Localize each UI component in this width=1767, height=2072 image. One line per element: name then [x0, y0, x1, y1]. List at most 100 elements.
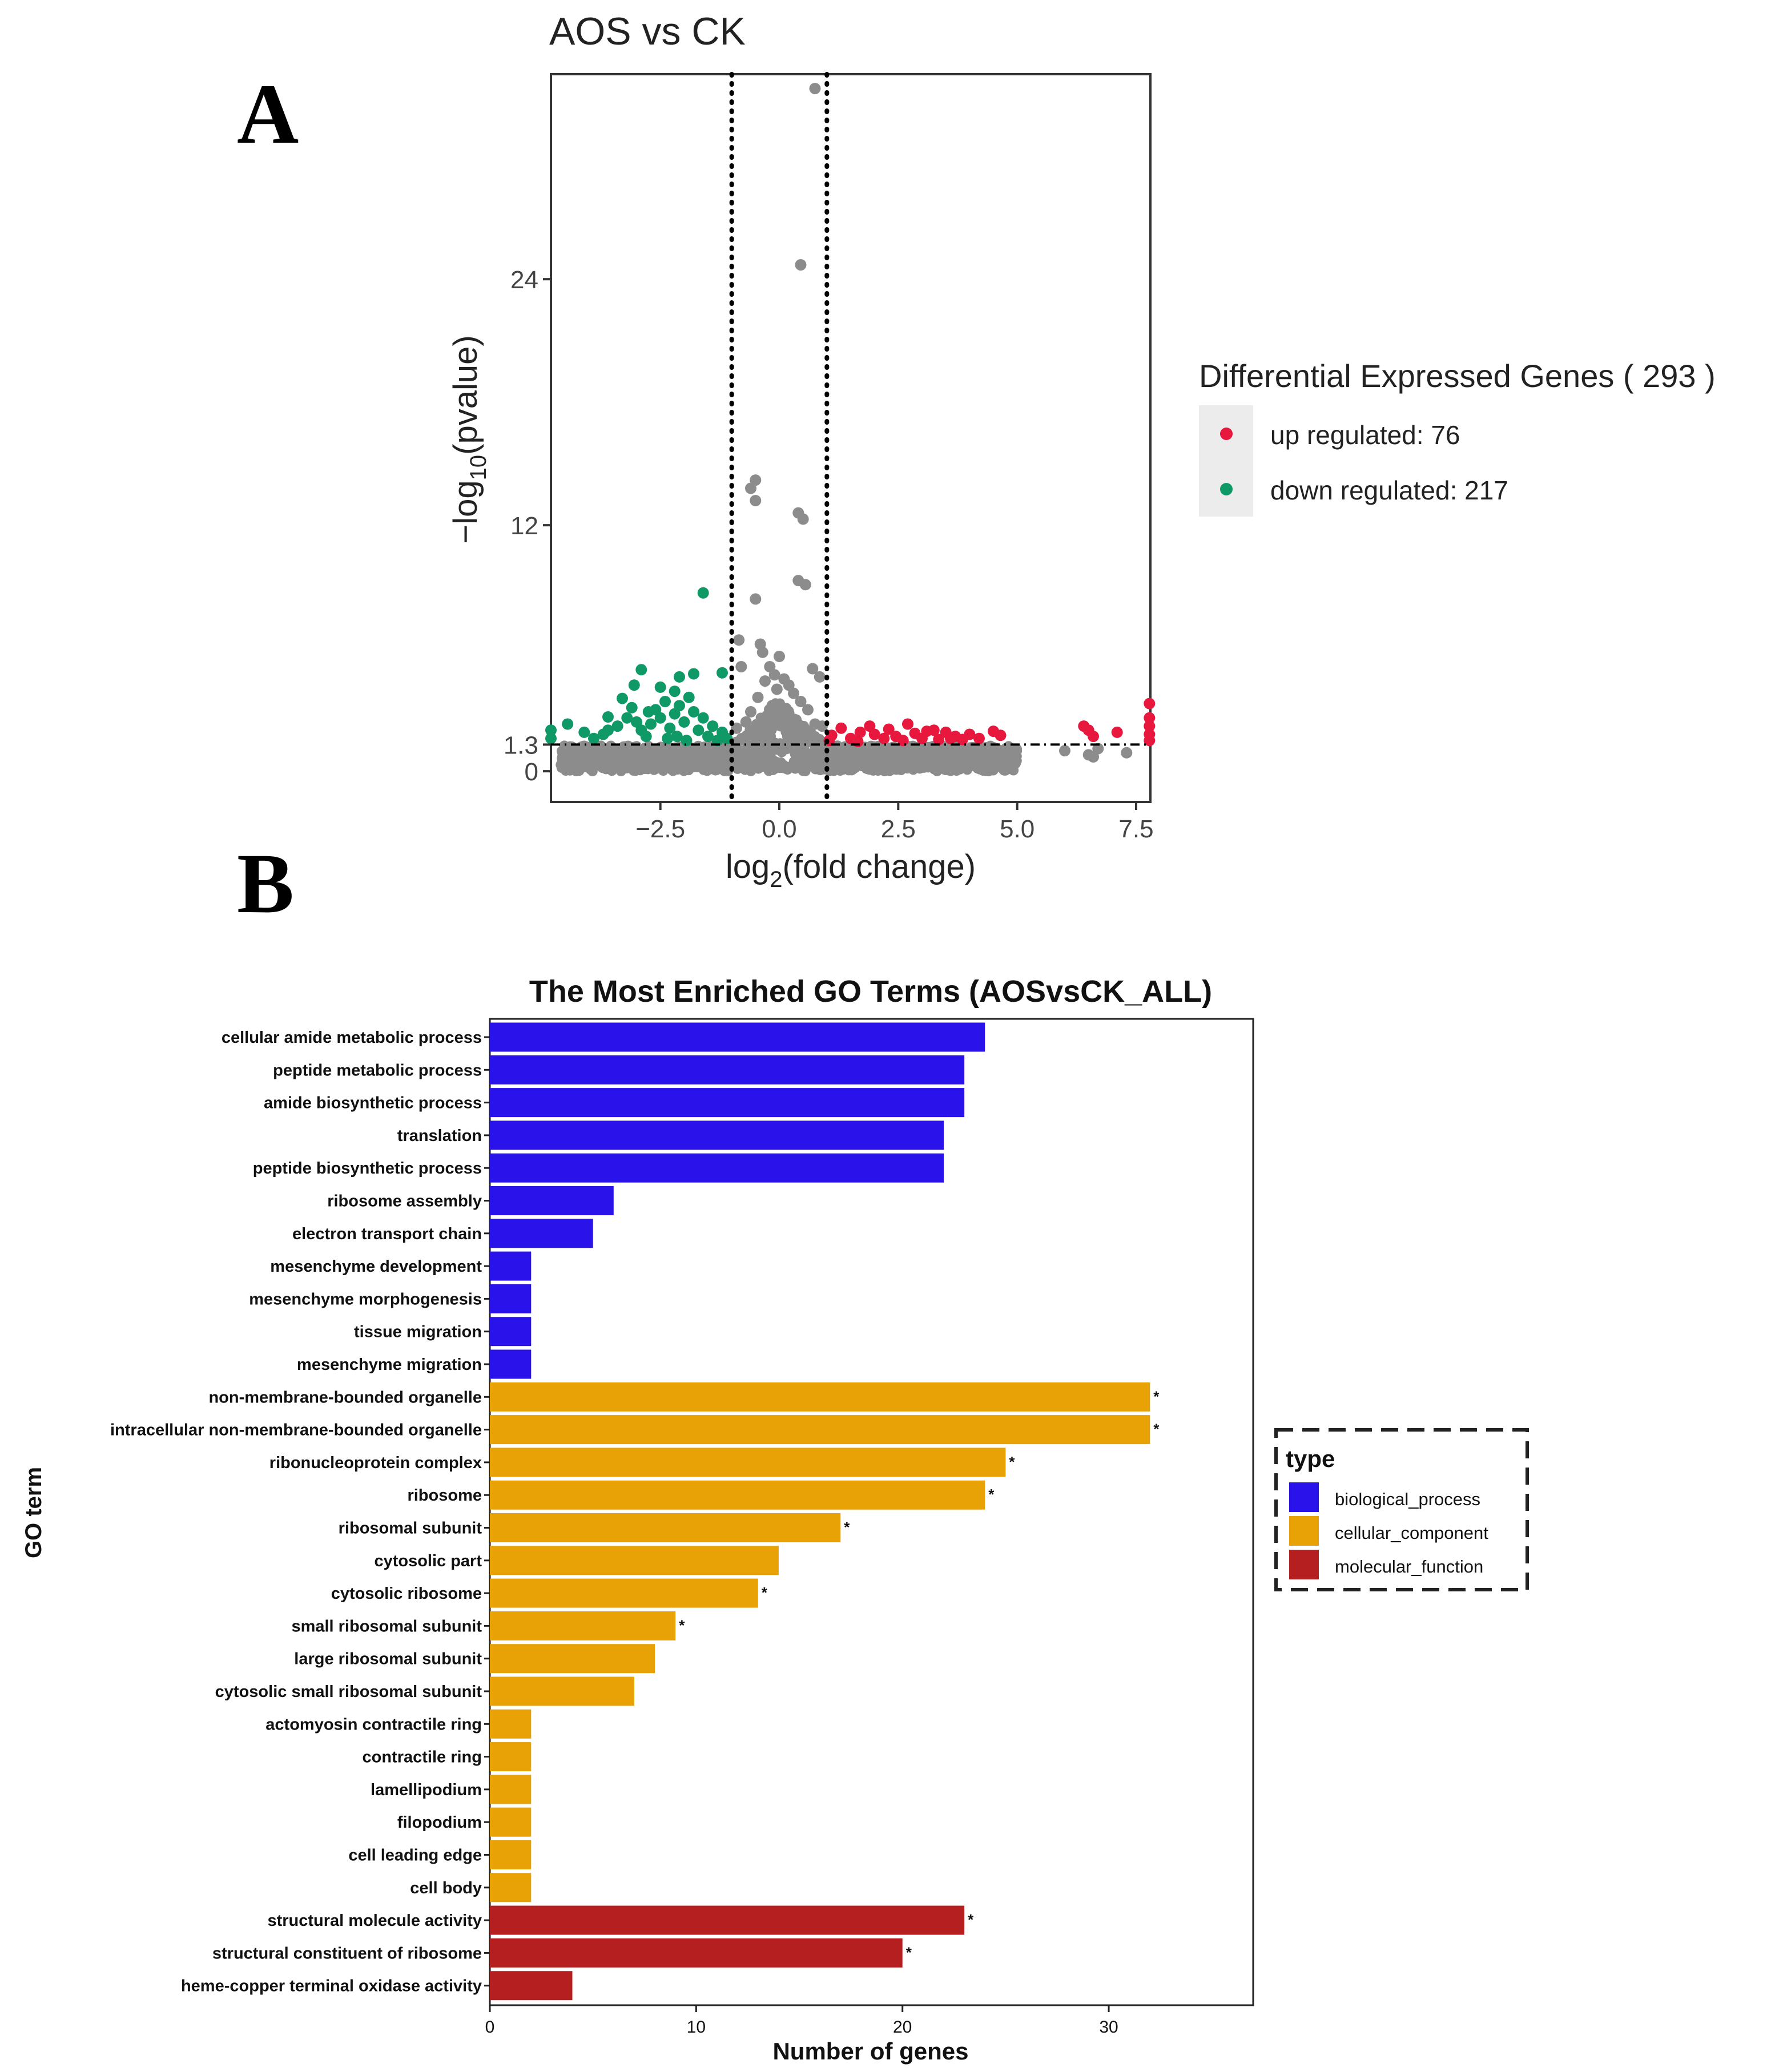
volcano-point-down — [669, 686, 681, 698]
volcano-point-ns — [980, 744, 991, 755]
go-bar — [490, 1742, 532, 1772]
volcano-point-ns — [766, 700, 778, 712]
legend-down-regulated-dot — [1220, 483, 1233, 495]
volcano-point-ns — [653, 763, 664, 773]
volcano-point-ns — [754, 726, 766, 738]
go-term-label: mesenchyme development — [270, 1257, 482, 1276]
go-term-label: lamellipodium — [371, 1781, 482, 1799]
legend-cellular-component-label: cellular_component — [1335, 1523, 1488, 1543]
volcano-y-axis-label: −log10(pvalue) — [447, 335, 491, 543]
legend-biological-process-swatch — [1289, 1482, 1319, 1512]
go-term-label: intracellular non-membrane-bounded organ… — [110, 1421, 482, 1440]
volcano-point-ns — [686, 760, 697, 771]
volcano-point-down — [640, 731, 652, 743]
volcano-points — [545, 83, 1156, 777]
volcano-point-ns — [735, 761, 746, 772]
go-term-label: peptide biosynthetic process — [253, 1159, 482, 1178]
volcano-point-down — [602, 711, 614, 723]
volcano-point-down — [611, 720, 623, 732]
volcano-point-up — [878, 732, 890, 744]
volcano-point-ns — [1011, 751, 1022, 761]
volcano-point-up — [933, 733, 945, 745]
panel-a-letter: A — [237, 67, 299, 162]
volcano-point-up — [1144, 735, 1156, 747]
volcano-point-down — [545, 732, 557, 744]
volcano-point-up — [835, 722, 847, 734]
legend-molecular-function-swatch — [1289, 1550, 1319, 1579]
volcano-point-ns — [771, 683, 783, 695]
volcano-point-ns — [740, 735, 751, 746]
go-bar — [490, 1546, 779, 1575]
volcano-point-up — [1144, 720, 1156, 732]
go-x-tick-label: 30 — [1099, 2018, 1118, 2037]
volcano-point-ns — [707, 756, 718, 767]
volcano-point-up — [1144, 698, 1156, 710]
volcano-point-ns — [618, 741, 629, 752]
volcano-point-ns — [619, 752, 630, 763]
volcano-point-ns — [852, 752, 863, 763]
go-panel-border — [489, 1018, 1254, 2006]
volcano-point-ns — [774, 651, 785, 662]
volcano-point-ns — [987, 754, 997, 764]
volcano-legend: Differential Expressed Genes ( 293 ) up … — [1199, 358, 1716, 517]
volcano-point-ns — [795, 696, 807, 707]
volcano-point-ns — [965, 750, 976, 761]
volcano-point-ns — [908, 751, 919, 762]
volcano-point-ns — [560, 765, 571, 776]
volcano-point-up — [995, 729, 1007, 741]
volcano-point-ns — [800, 751, 811, 761]
volcano-point-ns — [790, 714, 802, 726]
go-significance-marker: * — [679, 1617, 685, 1634]
go-term-label: cytosolic part — [374, 1552, 482, 1570]
go-bar — [490, 1055, 965, 1085]
go-term-label: ribonucleoprotein complex — [269, 1454, 482, 1472]
volcano-point-ns — [680, 748, 690, 759]
volcano-point-ns — [745, 482, 756, 494]
go-chart-title: The Most Enriched GO Terms (AOSvsCK_ALL) — [529, 974, 1212, 1009]
volcano-point-ns — [575, 741, 586, 752]
volcano-panel-border — [550, 73, 1152, 803]
volcano-point-ns — [610, 763, 621, 773]
go-term-label: mesenchyme migration — [297, 1356, 482, 1374]
volcano-point-ns — [809, 83, 821, 95]
go-significance-marker: * — [762, 1584, 768, 1601]
volcano-point-ns — [814, 671, 826, 683]
go-bar-chart: The Most Enriched GO Terms (AOSvsCK_ALL)… — [21, 974, 1529, 2065]
volcano-point-down — [578, 726, 590, 738]
go-term-label: ribosome assembly — [327, 1192, 482, 1211]
volcano-point-down — [688, 668, 699, 680]
volcano-point-up — [868, 728, 880, 740]
go-bar — [490, 1022, 985, 1052]
go-bar — [490, 1513, 841, 1542]
volcano-point-ns — [760, 757, 771, 768]
volcano-point-down — [664, 722, 676, 734]
volcano-point-down — [628, 679, 640, 691]
volcano-point-ns — [603, 744, 614, 755]
go-bar — [490, 1709, 532, 1739]
volcano-x-tick-label: 0.0 — [762, 815, 796, 843]
go-significance-marker: * — [988, 1486, 995, 1503]
go-term-label: electron transport chain — [292, 1225, 482, 1243]
go-term-label: ribosome — [407, 1486, 482, 1505]
go-term-label: amide biosynthetic process — [264, 1094, 482, 1112]
volcano-point-ns — [957, 743, 968, 754]
go-term-label: peptide metabolic process — [273, 1061, 482, 1079]
legend-biological-process-label: biological_process — [1335, 1489, 1480, 1509]
volcano-point-ns — [750, 495, 762, 506]
volcano-point-ns — [866, 755, 877, 765]
legend-cellular-component-swatch — [1289, 1516, 1319, 1546]
volcano-point-down — [562, 718, 574, 730]
go-bar — [490, 1448, 1006, 1477]
go-bar — [490, 1415, 1150, 1445]
go-bar — [490, 1284, 532, 1313]
volcano-point-ns — [972, 759, 983, 769]
volcano-point-down — [642, 706, 654, 717]
go-bar — [490, 1775, 532, 1804]
go-x-ticks: 0 10 20 30 — [485, 2005, 1118, 2037]
go-term-label: actomyosin contractile ring — [265, 1715, 482, 1734]
volcano-point-ns — [781, 761, 792, 772]
go-x-tick-label: 0 — [485, 2018, 495, 2037]
go-significance-marker: * — [1153, 1421, 1160, 1438]
go-term-label: cell body — [410, 1879, 482, 1897]
